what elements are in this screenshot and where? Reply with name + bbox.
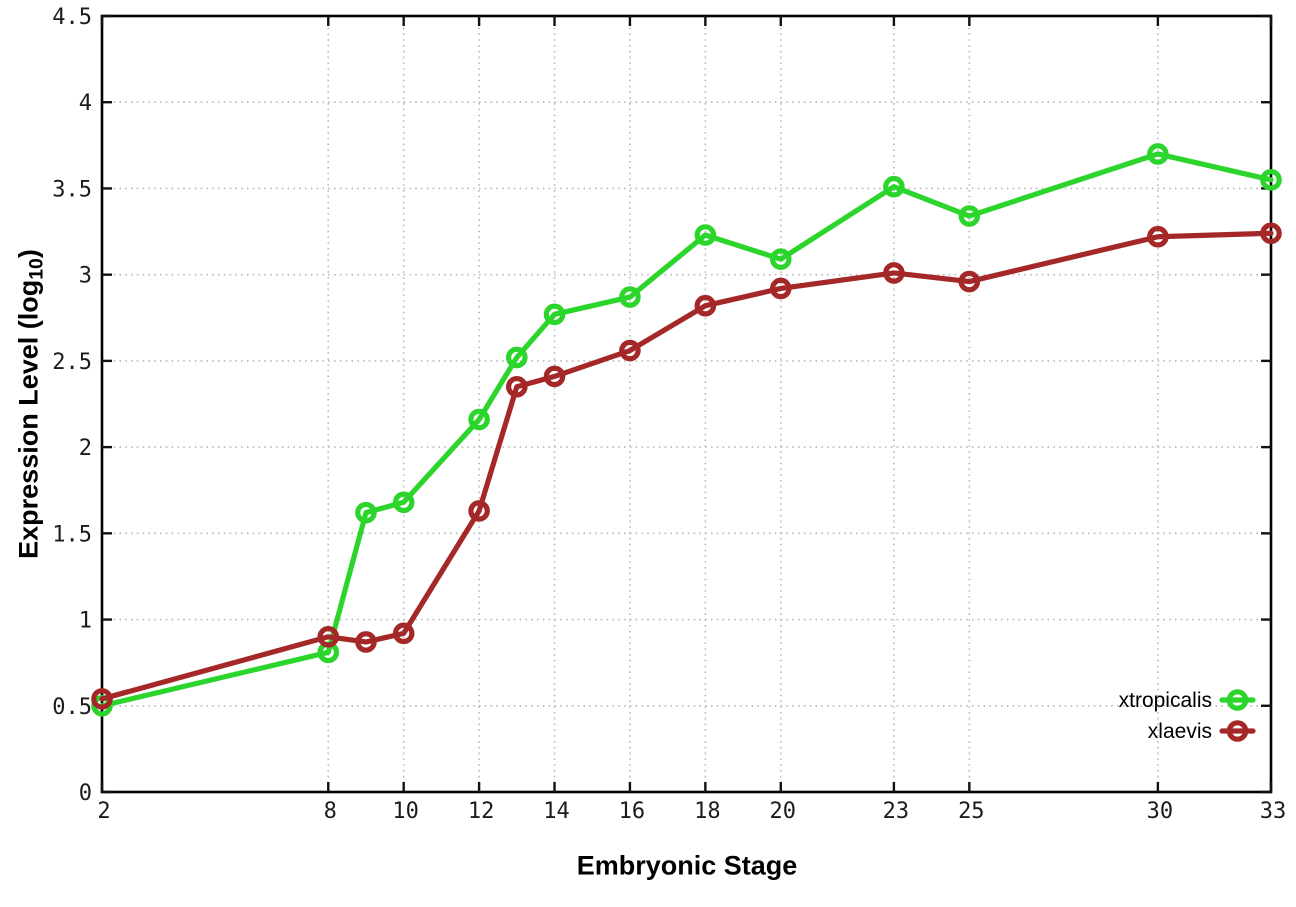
data-point-xlaevis [883,262,905,284]
data-point-xtropicalis [468,408,490,431]
x-tick-label: 20 [770,799,797,824]
data-point-xtropicalis [543,303,566,326]
series-line-xlaevis [99,230,1274,702]
data-point-xlaevis [317,625,340,648]
data-point-xtropicalis [958,205,981,227]
data-point-xlaevis [355,631,377,653]
series-line-xtropicalis [99,151,1274,709]
data-point-xlaevis [392,622,415,645]
x-tick-label: 10 [392,799,419,824]
legend-marker-xlaevis [1226,720,1249,742]
x-tick-label: 30 [1147,799,1174,824]
y-tick-label: 3 [79,264,92,289]
y-tick-label: 2 [79,436,92,461]
y-axis-title-main: Expression Level (log [13,279,44,559]
data-point-xlaevis [769,277,792,300]
y-tick-label: 1 [79,609,92,634]
data-point-xtropicalis [619,286,641,308]
data-point-xtropicalis [1260,169,1282,191]
x-tick-label: 18 [694,799,721,824]
y-tick-label: 2.5 [52,350,92,375]
legend-marker-xtropicalis [1226,689,1249,711]
y-tick-label: 0.5 [52,695,92,720]
data-point-xlaevis [1260,222,1282,245]
x-axis-title-text: Embryonic Stage [576,850,798,881]
x-tick-label: 25 [958,799,985,824]
legend-label-xlaevis: xlaevis [1148,720,1212,743]
y-tick-label: 4 [79,91,92,116]
x-tick-label: 16 [619,799,646,824]
y-tick-label: 0 [79,781,92,806]
x-tick-label: 23 [883,799,910,824]
x-tick-label: 2 [97,799,110,824]
legend-label-xtropicalis: xtropicalis [1119,689,1212,712]
y-tick-label: 3.5 [52,177,92,202]
x-axis-title: Embryonic Stage [577,851,798,882]
data-point-xlaevis [91,688,113,710]
x-tick-label: 14 [543,799,570,824]
y-tick-label: 1.5 [52,522,92,547]
y-axis-title-subscript: 10 [25,258,48,280]
data-point-xtropicalis [694,224,717,246]
x-tick-label: 8 [324,799,337,824]
data-point-xlaevis [543,365,566,388]
data-point-xtropicalis [392,491,415,514]
data-point-xtropicalis [1147,143,1169,165]
data-point-xtropicalis [355,501,377,524]
data-point-xlaevis [468,500,490,522]
x-tick-label: 12 [468,799,495,824]
data-point-xlaevis [619,339,641,362]
x-tick-label: 33 [1260,799,1287,824]
data-point-xlaevis [1147,225,1169,248]
data-point-xlaevis [506,375,528,398]
y-axis-title: Expression Level (log10) [14,249,49,559]
data-point-xlaevis [958,270,981,293]
legend-item-xlaevis: xlaevis [1148,720,1256,743]
y-tick-label: 4.5 [52,5,92,30]
plot-border [100,14,1273,794]
y-axis-title-close: ) [13,249,44,259]
data-point-xlaevis [694,294,717,317]
data-point-xtropicalis [769,248,792,270]
data-point-xtropicalis [506,346,528,369]
data-point-xtropicalis [883,175,905,198]
legend-item-xtropicalis: xtropicalis [1119,689,1256,712]
